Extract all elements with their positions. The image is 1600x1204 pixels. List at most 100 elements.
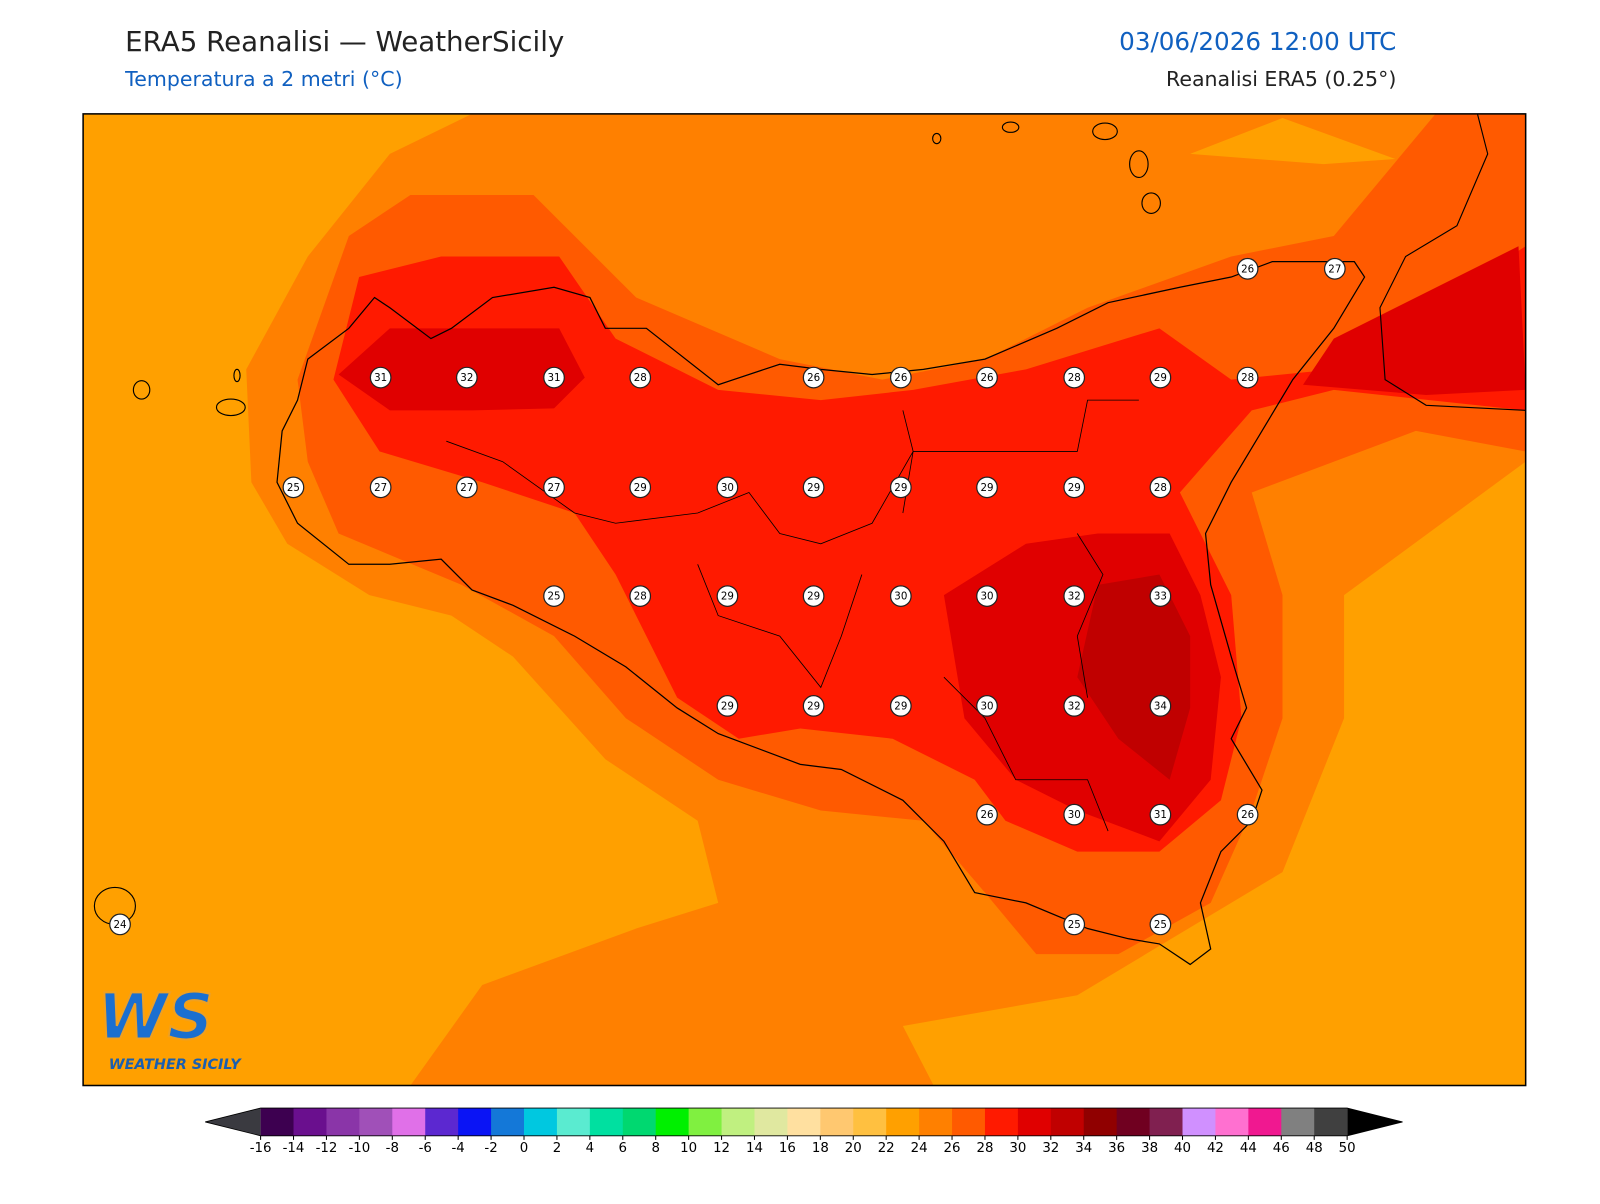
station-value: 27 [548, 482, 561, 494]
colorbar-tick-label: 48 [1306, 1141, 1323, 1156]
station-value: 32 [460, 372, 473, 384]
title: ERA5 Reanalisi — WeatherSicily [125, 25, 564, 58]
station-value: 29 [807, 482, 820, 494]
station-value: 30 [1068, 809, 1081, 821]
colorbar-cell [425, 1108, 459, 1136]
colorbar-cell [984, 1108, 1019, 1136]
colorbar-tick-label: -10 [348, 1141, 370, 1156]
colorbar-cell [622, 1108, 657, 1136]
colorbar-tick-label: 34 [1075, 1141, 1092, 1156]
colorbar-cell [1149, 1108, 1184, 1136]
colorbar-cell [688, 1108, 723, 1136]
logo-text: WEATHER SICILY [109, 1057, 243, 1073]
colorbar-cell [1050, 1108, 1085, 1136]
station-marker [889, 585, 912, 607]
station-marker [455, 366, 478, 389]
colorbar-tick-label: -4 [452, 1141, 465, 1156]
colorbar-tick-label: 24 [911, 1141, 928, 1156]
station-value: 28 [1154, 482, 1167, 494]
logo-mark: WS [97, 980, 213, 1054]
colorbar-tick-label: -2 [484, 1141, 497, 1156]
source: Reanalisi ERA5 (0.25°) [1166, 67, 1396, 91]
station-marker [1149, 476, 1172, 499]
colorbar: -16 -14 -12 -10 -8 -6 -4 -2 0 2 4 6 8 10 12 14 16 18 20 22 2… [205, 1107, 1403, 1156]
station-value: 33 [1154, 591, 1167, 603]
station-marker [802, 695, 825, 717]
colorbar-cell [491, 1108, 525, 1136]
station-value: 26 [807, 372, 820, 384]
station-value: 26 [980, 809, 993, 821]
station-value: 25 [287, 482, 300, 494]
colorbar-tick-label: 0 [520, 1141, 528, 1156]
station-marker [1063, 585, 1086, 607]
colorbar-tick-label: 50 [1339, 1141, 1356, 1156]
station-marker [976, 695, 998, 717]
colorbar-cell [754, 1108, 788, 1136]
colorbar-cell [293, 1108, 327, 1136]
colorbar-cell [359, 1108, 393, 1136]
station-marker [629, 476, 652, 499]
station-value: 28 [1241, 372, 1254, 384]
station-marker [109, 913, 131, 936]
station-value: 29 [1068, 482, 1081, 494]
colorbar-tick-label: -8 [386, 1141, 399, 1156]
station-marker [1236, 803, 1259, 826]
station-marker [716, 695, 739, 717]
colorbar-cell [655, 1108, 690, 1136]
station-value: 27 [460, 482, 473, 494]
colorbar-cell [1017, 1108, 1052, 1136]
station-value: 29 [807, 591, 820, 603]
station-value: 27 [374, 482, 387, 494]
temperature-field [83, 113, 1526, 1086]
station-marker [976, 366, 998, 389]
station-value: 26 [980, 372, 993, 384]
station-value: 25 [1068, 919, 1081, 931]
station-marker [976, 803, 998, 826]
colorbar-tick-label: 28 [976, 1141, 993, 1156]
station-marker [1149, 695, 1172, 717]
colorbar-tick-label: 18 [812, 1141, 829, 1156]
subtitle: Temperatura a 2 metri (°C) [124, 67, 402, 91]
colorbar-tick-label: 30 [1009, 1141, 1026, 1156]
colorbar-cell [556, 1108, 591, 1136]
station-values: 26 27 31 32 31 28 26 26 26 28 29 28 25 27 27 27 29 30 29 29… [109, 257, 1346, 936]
station-value: 28 [634, 591, 647, 603]
colorbar-tick-label: 22 [878, 1141, 895, 1156]
station-value: 31 [548, 372, 561, 384]
colorbar-cell [952, 1108, 986, 1136]
colorbar-tick-label: 40 [1174, 1141, 1191, 1156]
colorbar-cell [721, 1108, 755, 1136]
station-value: 30 [980, 591, 993, 603]
station-value: 29 [721, 700, 734, 712]
colorbar-cell [886, 1108, 920, 1136]
colorbar-tick-label: 12 [713, 1141, 730, 1156]
colorbar-cell [589, 1108, 624, 1136]
station-marker [543, 366, 565, 389]
colorbar-cell [524, 1108, 558, 1136]
colorbar-cell [787, 1108, 821, 1136]
colorbar-tick-label: 6 [619, 1141, 627, 1156]
colorbar-cell [820, 1108, 854, 1136]
station-value: 29 [894, 700, 907, 712]
station-value: 30 [721, 482, 734, 494]
station-value: 30 [980, 700, 993, 712]
colorbar-cell [853, 1108, 887, 1136]
station-value: 30 [894, 591, 907, 603]
station-marker [543, 476, 565, 499]
colorbar-over [1347, 1108, 1403, 1136]
station-marker [802, 366, 825, 389]
station-marker [282, 476, 305, 499]
station-value: 29 [634, 482, 647, 494]
colorbar-cell [919, 1108, 953, 1136]
colorbar-cell [1215, 1108, 1249, 1136]
colorbar-cell [326, 1108, 360, 1136]
colorbar-tick-label: 2 [553, 1141, 561, 1156]
station-value: 28 [634, 372, 647, 384]
station-value: 28 [1068, 372, 1081, 384]
station-marker [889, 476, 912, 499]
station-value: 29 [721, 591, 734, 603]
station-marker [716, 585, 739, 607]
station-marker [1063, 913, 1086, 936]
station-marker [629, 366, 652, 389]
